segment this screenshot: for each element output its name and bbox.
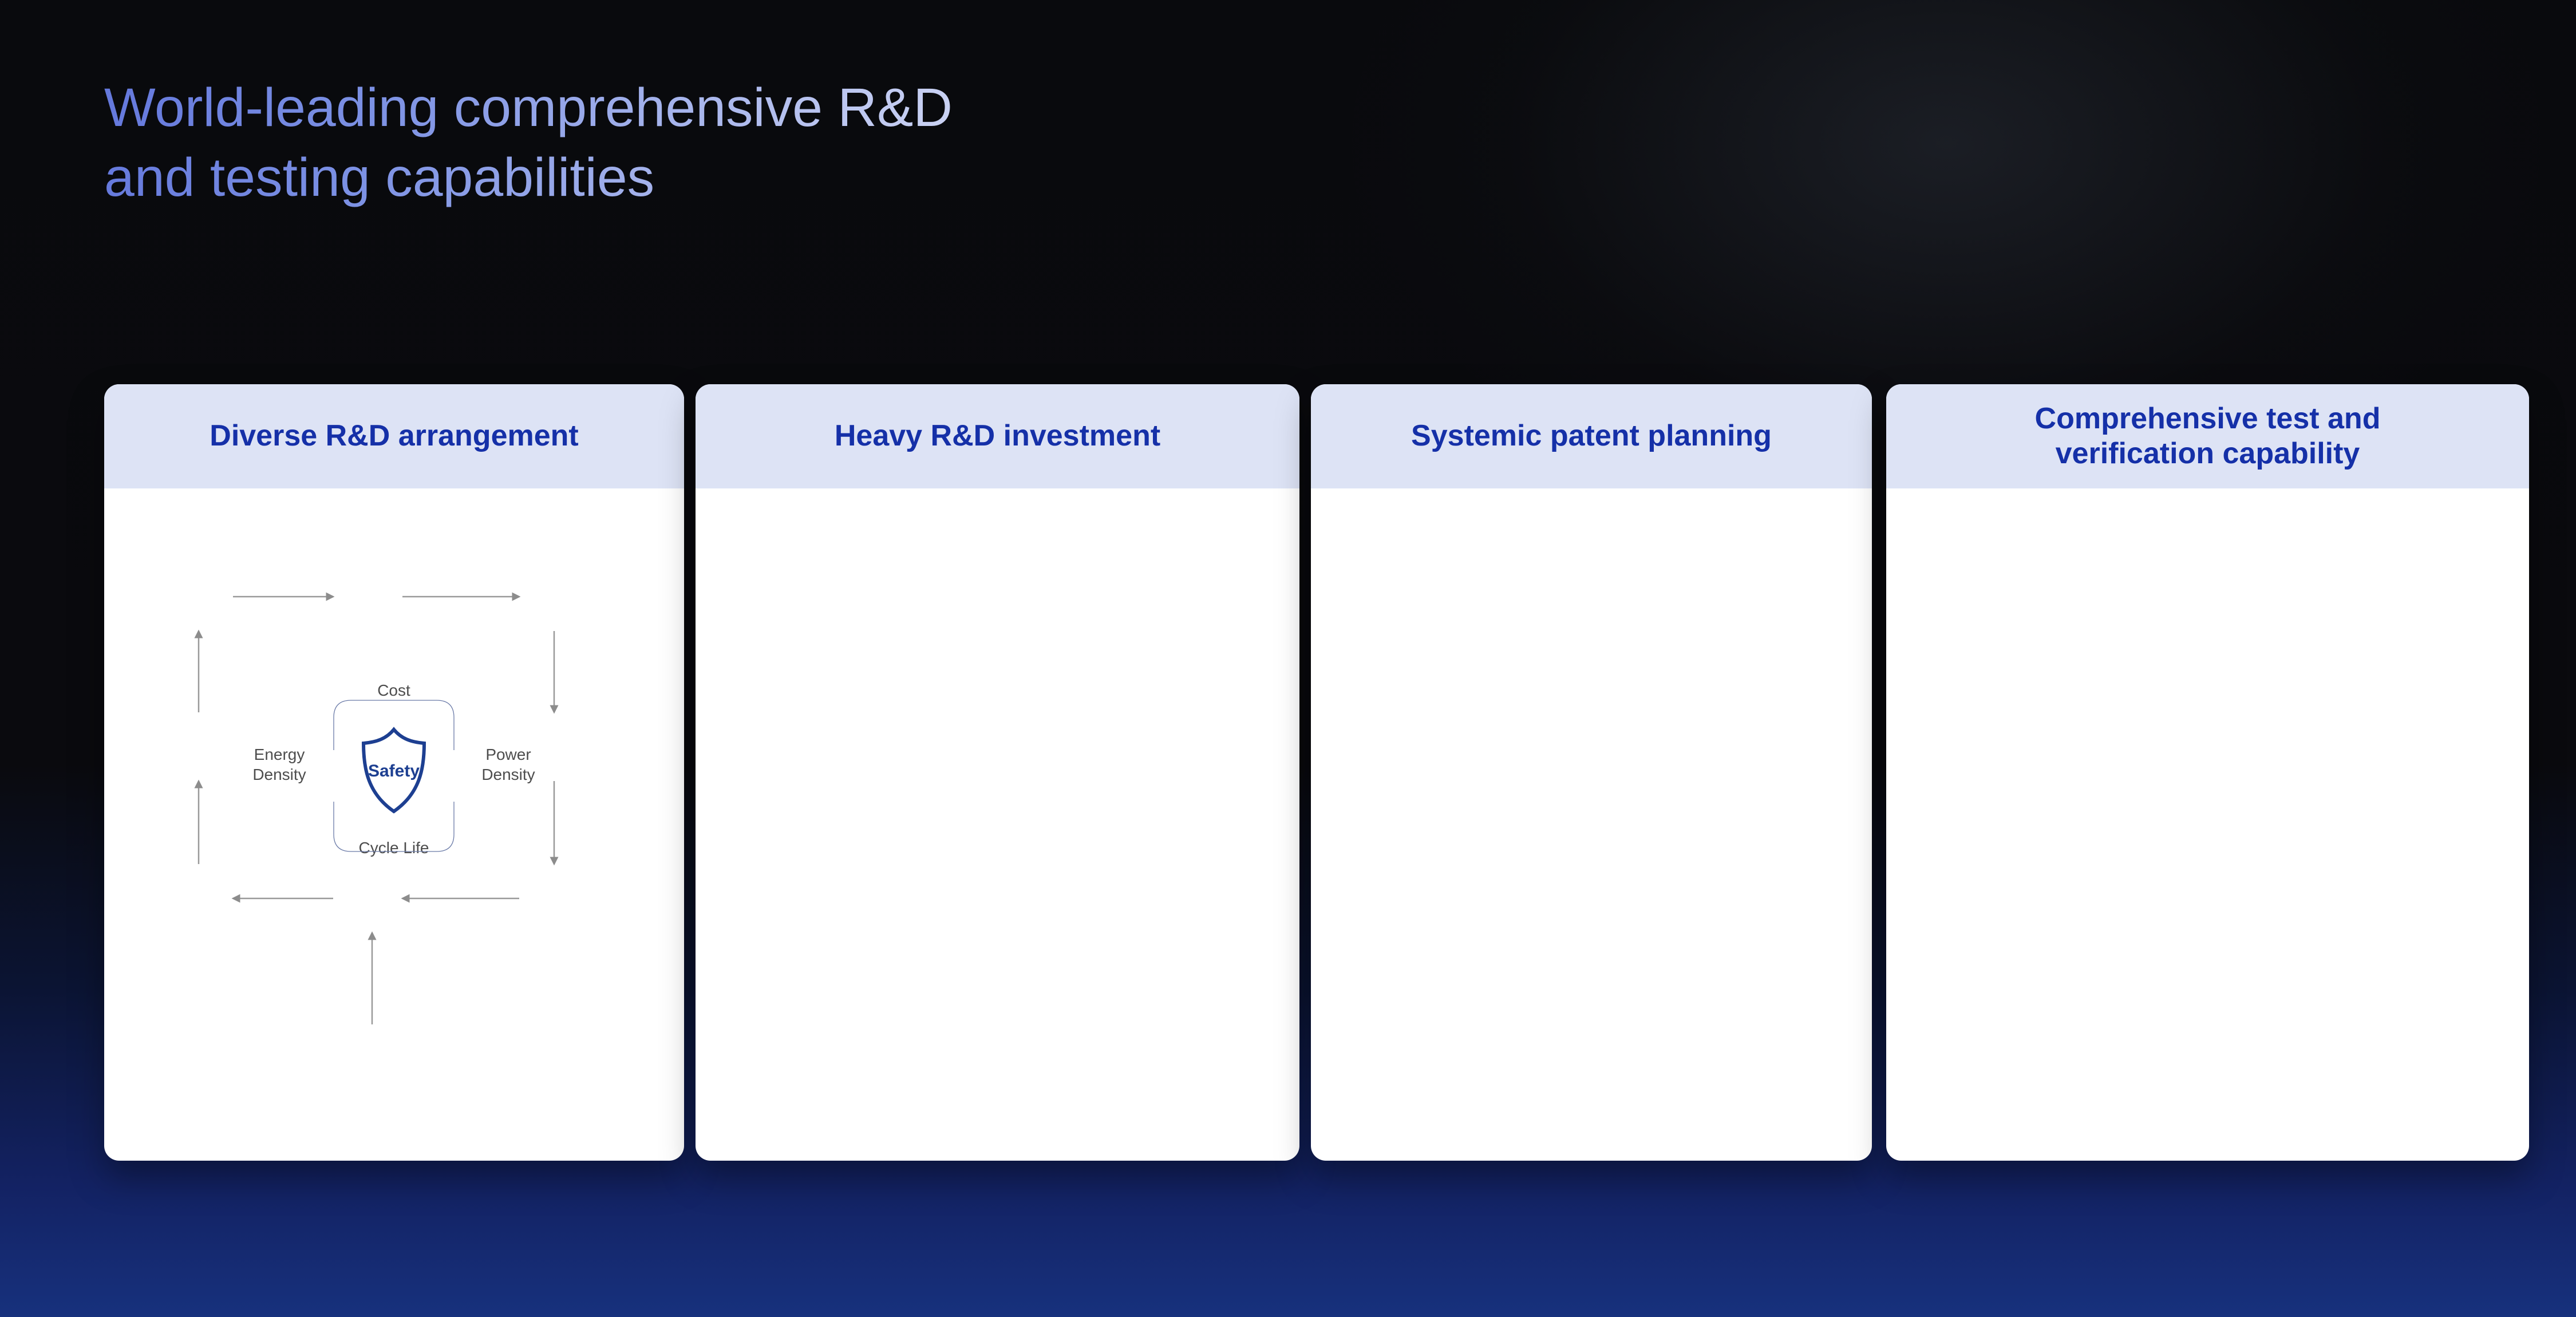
svg-text:Safety: Safety [368,762,420,780]
